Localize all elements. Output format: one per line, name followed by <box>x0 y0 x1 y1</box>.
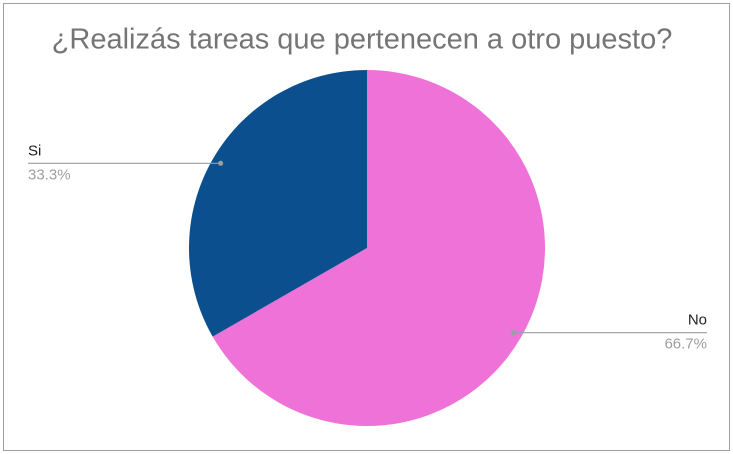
value-label: 33.3% <box>28 166 71 183</box>
pie-slice <box>212 70 546 426</box>
leader-dot <box>218 160 224 166</box>
leader-dot <box>510 330 516 336</box>
pie-slice <box>189 70 367 337</box>
legend-label: No <box>688 312 707 329</box>
chart-title: ¿Realizás tareas que pertenecen a otro p… <box>52 24 673 56</box>
legend-label: Si <box>28 142 41 159</box>
value-label: 66.7% <box>664 336 707 353</box>
